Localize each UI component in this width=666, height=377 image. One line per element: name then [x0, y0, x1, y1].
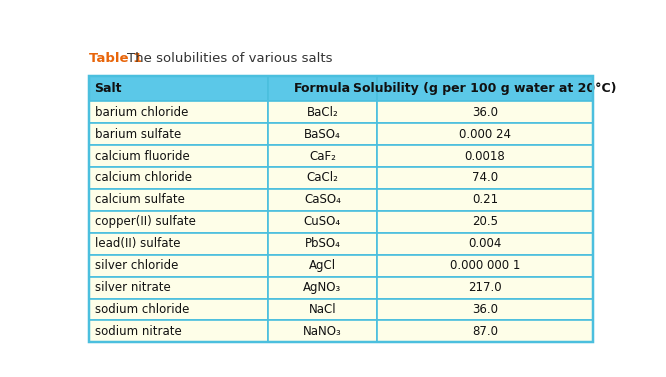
Bar [89, 145, 268, 167]
Text: NaCl: NaCl [308, 303, 336, 316]
Bar [376, 145, 593, 167]
Bar [376, 255, 593, 277]
Bar [268, 123, 376, 145]
Text: 0.0018: 0.0018 [464, 150, 505, 162]
Text: PbSO₄: PbSO₄ [304, 237, 340, 250]
Bar [376, 123, 593, 145]
Bar [89, 189, 268, 211]
Text: 217.0: 217.0 [468, 281, 501, 294]
Bar [89, 320, 268, 342]
Bar [268, 299, 376, 320]
Text: NaNO₃: NaNO₃ [303, 325, 342, 338]
Bar [268, 101, 376, 123]
Text: lead(II) sulfate: lead(II) sulfate [95, 237, 180, 250]
Bar [89, 255, 268, 277]
Text: silver chloride: silver chloride [95, 259, 178, 272]
Bar [89, 211, 268, 233]
Bar [268, 76, 376, 101]
Text: 0.004: 0.004 [468, 237, 501, 250]
Bar [89, 101, 268, 123]
Text: sodium chloride: sodium chloride [95, 303, 189, 316]
Text: BaCl₂: BaCl₂ [306, 106, 338, 119]
Text: calcium fluoride: calcium fluoride [95, 150, 189, 162]
Bar [376, 76, 593, 101]
Text: 0.21: 0.21 [472, 193, 498, 206]
Text: BaSO₄: BaSO₄ [304, 128, 341, 141]
Text: Solubility (g per 100 g water at 20°C): Solubility (g per 100 g water at 20°C) [353, 82, 617, 95]
Text: CaCl₂: CaCl₂ [306, 172, 338, 184]
Text: CaF₂: CaF₂ [309, 150, 336, 162]
Bar [89, 233, 268, 255]
Text: 36.0: 36.0 [472, 106, 498, 119]
Bar [376, 320, 593, 342]
Text: CaSO₄: CaSO₄ [304, 193, 341, 206]
Bar [268, 320, 376, 342]
Text: sodium nitrate: sodium nitrate [95, 325, 181, 338]
Text: 87.0: 87.0 [472, 325, 498, 338]
Text: 74.0: 74.0 [472, 172, 498, 184]
Bar [376, 299, 593, 320]
Bar [376, 277, 593, 299]
Bar [268, 255, 376, 277]
Bar [89, 277, 268, 299]
Bar [376, 189, 593, 211]
Bar [89, 76, 268, 101]
Text: CuSO₄: CuSO₄ [304, 215, 341, 228]
Bar [268, 167, 376, 189]
Text: 0.000 24: 0.000 24 [459, 128, 511, 141]
Bar [376, 167, 593, 189]
Bar [89, 299, 268, 320]
Bar [376, 211, 593, 233]
Text: Formula: Formula [294, 82, 351, 95]
Text: 36.0: 36.0 [472, 303, 498, 316]
Bar [268, 189, 376, 211]
Text: AgCl: AgCl [309, 259, 336, 272]
Bar [268, 233, 376, 255]
Text: barium sulfate: barium sulfate [95, 128, 181, 141]
Text: AgNO₃: AgNO₃ [303, 281, 342, 294]
Text: silver nitrate: silver nitrate [95, 281, 170, 294]
Bar [268, 145, 376, 167]
Bar [376, 233, 593, 255]
Text: 20.5: 20.5 [472, 215, 498, 228]
Bar [89, 123, 268, 145]
Bar [268, 211, 376, 233]
Text: calcium chloride: calcium chloride [95, 172, 192, 184]
Text: 0.000 000 1: 0.000 000 1 [450, 259, 520, 272]
Bar [376, 101, 593, 123]
Text: The solubilities of various salts: The solubilities of various salts [127, 52, 332, 65]
Bar [268, 277, 376, 299]
Text: Salt: Salt [95, 82, 122, 95]
Bar [89, 167, 268, 189]
Text: calcium sulfate: calcium sulfate [95, 193, 184, 206]
Text: Table 1: Table 1 [89, 52, 147, 65]
Text: barium chloride: barium chloride [95, 106, 188, 119]
Text: copper(II) sulfate: copper(II) sulfate [95, 215, 196, 228]
